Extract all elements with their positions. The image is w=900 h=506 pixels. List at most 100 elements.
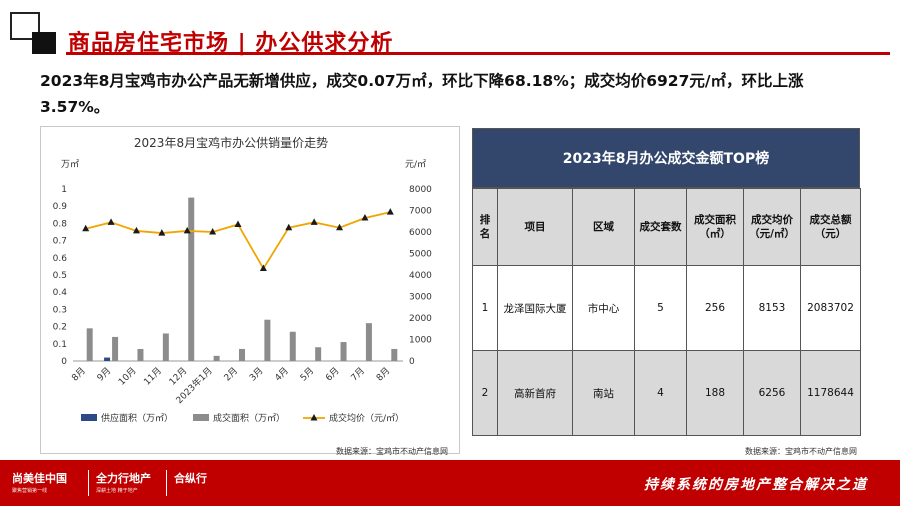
y-left-tick-label: 0.5: [53, 271, 67, 281]
y-left-tick-label: 0.2: [53, 323, 67, 333]
y-left-tick-label: 0.3: [53, 305, 67, 315]
y-left-tick-label: 0.6: [53, 254, 68, 264]
y-left-tick-label: 0.1: [53, 340, 67, 350]
price-point: [361, 214, 369, 221]
chart-source: 数据来源：宝鸡市不动产信息网: [336, 447, 448, 456]
table-row: 2 高新首府 南站 4 188 6256 1178644: [472, 350, 861, 436]
deal-bar: [162, 333, 169, 361]
brand-logo-3: 合纵行: [174, 472, 207, 485]
deal-bar: [137, 348, 144, 361]
header-square-fill: [32, 32, 56, 54]
y-left-tick-label: 0.4: [53, 288, 68, 298]
brand-sub-1: 聚焦营销第一线: [12, 488, 48, 494]
deal-bar: [315, 347, 322, 361]
left-unit-label: 万㎡: [61, 159, 79, 170]
x-tick-label: 5月: [298, 365, 316, 383]
y-right-tick-label: 4000: [409, 271, 432, 281]
y-right-tick-label: 1000: [409, 336, 432, 346]
y-right-tick-label: 8000: [409, 185, 432, 195]
table-header-row: 排名 项目 区域 成交套数 成交面积（㎡） 成交均价（元/㎡） 成交总额（元）: [472, 188, 861, 266]
deal-bar: [213, 355, 220, 361]
deal-bar: [264, 319, 271, 361]
cell-avg-price: 8153: [743, 265, 801, 351]
cell-area: 188: [686, 350, 744, 436]
cell-total: 1178644: [800, 350, 861, 436]
deal-bar: [289, 331, 296, 361]
price-point: [310, 218, 318, 225]
y-right-tick-label: 7000: [409, 207, 432, 217]
cell-area: 256: [686, 265, 744, 351]
footer-slogan: 持续系统的房地产整合解决之道: [644, 477, 868, 493]
top-table: 排名 项目 区域 成交套数 成交面积（㎡） 成交均价（元/㎡） 成交总额（元） …: [472, 188, 861, 436]
brand-logo-1: 尚美佳中国: [12, 472, 67, 485]
th-area: 成交面积（㎡）: [686, 188, 744, 266]
y-left-tick-label: 0.8: [53, 219, 68, 229]
x-tick-label: 9月: [95, 365, 113, 383]
legend-supply-swatch: [81, 414, 97, 421]
footer-divider: [88, 470, 89, 496]
price-point: [183, 226, 191, 234]
deal-bar: [239, 348, 245, 361]
legend-deal-label: 成交面积（万㎡）: [213, 412, 285, 424]
y-left-tick-label: 0: [61, 357, 67, 367]
th-project: 项目: [497, 188, 573, 266]
chart-panel: 2023年8月宝鸡市办公供销量价走势万㎡ 元/㎡ 0 0.1 0.2 0.3 0.4 0.5 0…: [40, 126, 460, 454]
price-point: [107, 218, 115, 225]
deal-bar: [365, 323, 372, 361]
x-tick-label: 12月: [167, 365, 189, 387]
th-district: 区域: [572, 188, 635, 266]
x-tick-label: 4月: [273, 365, 291, 383]
x-tick-label: 7月: [349, 365, 367, 383]
y-left-tick-label: 0.9: [53, 202, 68, 212]
y-left-tick-label: 1: [61, 185, 67, 195]
y-right-tick-label: 0: [409, 357, 415, 367]
x-tick-label: 11月: [142, 365, 164, 387]
y-right-tick-label: 6000: [409, 228, 432, 238]
cell-total: 2083702: [800, 265, 861, 351]
footer-bar: 尚美佳中国 聚焦营销第一线 全力行地产 深耕土地 精于地产 合纵行 持续系统的房…: [0, 460, 900, 506]
legend-deal-swatch: [193, 414, 209, 421]
price-point: [285, 223, 293, 231]
deal-bar: [340, 342, 347, 361]
cell-units: 4: [634, 350, 687, 436]
chart-title: 2023年8月宝鸡市办公供销量价走势: [134, 135, 328, 150]
y-right-tick-label: 3000: [409, 293, 432, 303]
right-unit-label: 元/㎡: [405, 159, 426, 170]
price-point: [82, 224, 90, 232]
x-tick-label: 8月: [374, 365, 392, 383]
y-right-tick-label: 5000: [409, 250, 432, 260]
price-point: [132, 226, 140, 234]
cell-avg-price: 6256: [743, 350, 801, 436]
x-tick-label: 6月: [323, 365, 341, 383]
x-tick-label: 2月: [222, 365, 240, 383]
cell-rank: 1: [472, 265, 498, 351]
table-row: 1 龙泽国际大厦 市中心 5 256 8153 2083702: [472, 265, 861, 351]
deal-bar: [188, 197, 195, 361]
top-table-panel: 2023年8月办公成交金额TOP榜 排名 项目 区域 成交套数 成交面积（㎡） …: [472, 128, 861, 436]
price-point: [259, 264, 267, 272]
deal-bar: [86, 328, 93, 361]
cell-rank: 2: [472, 350, 498, 436]
header-square-outline: [10, 12, 40, 40]
table-source: 数据来源：宝鸡市不动产信息网: [745, 447, 857, 456]
x-tick-label: 10月: [116, 365, 138, 387]
legend-price-marker: [310, 414, 318, 421]
cell-district: 南站: [572, 350, 635, 436]
price-point: [209, 228, 217, 235]
price-point: [386, 208, 394, 215]
cell-district: 市中心: [572, 265, 635, 351]
header-divider: [66, 52, 890, 55]
supply-bar: [104, 357, 111, 361]
deal-bar: [391, 348, 398, 361]
cell-project: 高新首府: [497, 350, 573, 436]
y-right-tick-label: 2000: [409, 314, 432, 324]
x-tick-label: 8月: [70, 365, 88, 383]
summary-text: 2023年8月宝鸡市办公产品无新增供应，成交0.07万㎡，环比下降68.18%；…: [40, 72, 804, 116]
th-units: 成交套数: [634, 188, 687, 266]
deal-bar: [112, 336, 119, 361]
cell-project: 龙泽国际大厦: [497, 265, 573, 351]
legend-supply-label: 供应面积（万㎡）: [101, 412, 173, 424]
page-title: 商品房住宅市场 | 办公供求分析: [68, 31, 394, 56]
y-left-tick-label: 0.7: [53, 237, 67, 247]
